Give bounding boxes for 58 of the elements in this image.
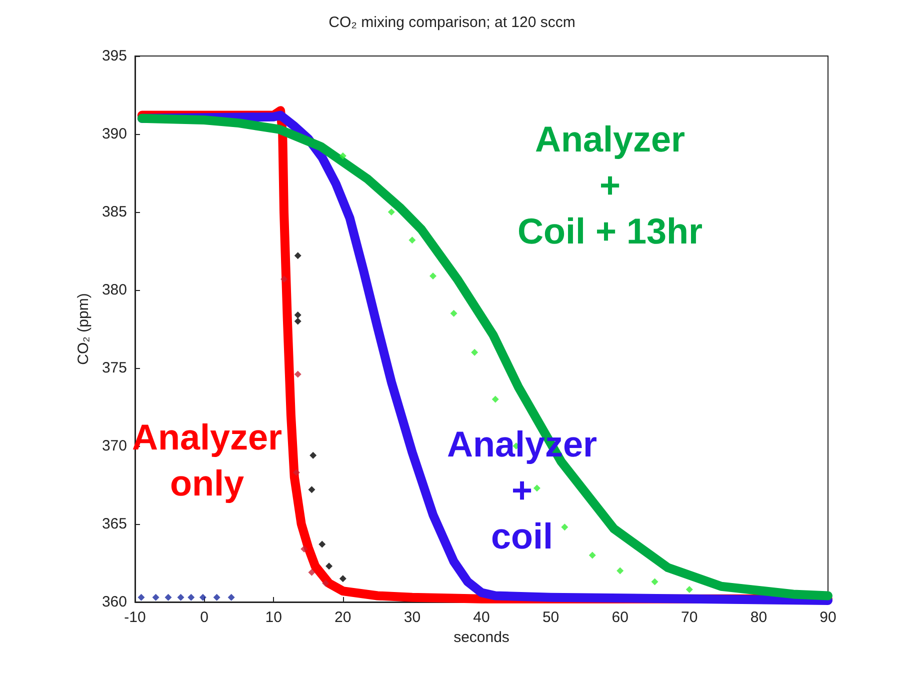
- x-tick-label: -10: [124, 609, 146, 626]
- point: [228, 594, 235, 601]
- point: [300, 545, 308, 552]
- x-tick-label: 20: [334, 609, 352, 626]
- y-tick-label: 385: [102, 204, 127, 220]
- point: [294, 318, 302, 325]
- point: [616, 567, 624, 574]
- x-tick-label: 50: [542, 609, 560, 626]
- y-tick-label: 360: [102, 594, 127, 610]
- x-tick-label: 90: [820, 609, 836, 626]
- chart-title: CO₂ mixing comparison; at 120 sccm: [328, 14, 576, 31]
- point: [322, 580, 330, 587]
- x-tick-label: 30: [404, 609, 421, 626]
- point: [152, 594, 160, 601]
- point: [326, 562, 333, 570]
- point: [177, 594, 184, 601]
- y-axis-title: CO₂ (ppm): [75, 293, 92, 365]
- point: [533, 484, 540, 492]
- point: [450, 310, 458, 317]
- x-axis-title: seconds: [454, 628, 510, 646]
- point: [280, 276, 288, 283]
- x-tick-label: 40: [473, 609, 490, 626]
- point: [199, 594, 206, 601]
- point: [213, 594, 220, 601]
- point: [294, 311, 302, 318]
- point: [388, 208, 395, 216]
- point: [561, 524, 568, 531]
- series-label: Analyzer + Coil + 13hr: [517, 118, 703, 252]
- point: [310, 452, 317, 459]
- x-tick-label: 0: [200, 609, 208, 626]
- point: [339, 575, 346, 582]
- point: [188, 594, 195, 601]
- point: [408, 236, 416, 244]
- point: [292, 469, 300, 476]
- y-tick-label: 370: [102, 438, 127, 454]
- point: [588, 552, 596, 559]
- point: [339, 152, 346, 160]
- point: [308, 486, 316, 494]
- point: [294, 252, 302, 260]
- point: [138, 594, 145, 601]
- y-tick-label: 380: [102, 282, 127, 298]
- x-tick-label: 60: [612, 609, 628, 626]
- point: [429, 272, 436, 280]
- x-tick-label: 70: [681, 609, 698, 626]
- y-tick-label: 375: [102, 360, 127, 376]
- point: [164, 594, 172, 601]
- y-tick-label: 365: [102, 516, 127, 532]
- point: [492, 396, 499, 403]
- x-tick-label: 80: [750, 609, 768, 626]
- point: [308, 568, 316, 576]
- y-tick-label: 390: [102, 126, 127, 142]
- point: [294, 370, 302, 378]
- point: [651, 578, 658, 586]
- y-tick-label: 395: [102, 48, 127, 64]
- point: [471, 348, 478, 356]
- point: [318, 540, 326, 548]
- point: [686, 586, 693, 594]
- x-tick-label: 10: [265, 609, 282, 626]
